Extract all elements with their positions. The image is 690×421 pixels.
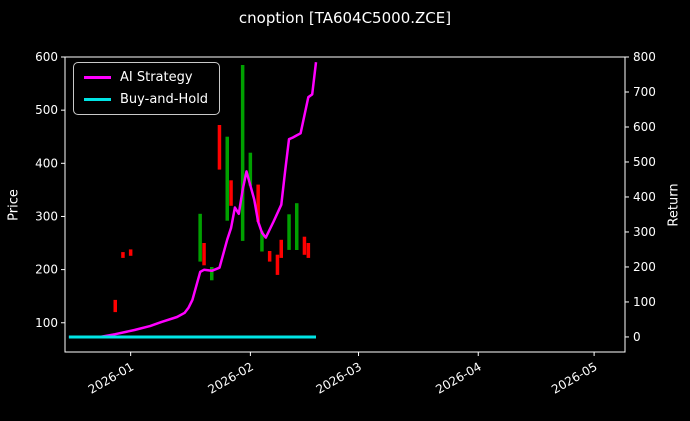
price-bar-up (210, 267, 214, 281)
price-tick-label: 600 (35, 50, 58, 64)
return-tick-label: 200 (633, 260, 656, 274)
chart-title: cnoption [TA604C5000.ZCE] (238, 9, 452, 27)
legend-item-buy-and-hold: Buy-and-Hold (84, 92, 208, 107)
return-tick-label: 0 (633, 330, 641, 344)
price-bar-down (202, 243, 206, 266)
price-bar-down (306, 243, 311, 258)
x-tick-label: 2026-02 (205, 359, 255, 396)
return-tick-label: 100 (633, 295, 656, 309)
price-bar-up (260, 231, 264, 252)
price-bar-up (240, 65, 245, 241)
price-bar-down (256, 184, 260, 222)
legend: AI Strategy Buy-and-Hold (73, 62, 221, 115)
price-tick-label: 500 (35, 103, 58, 117)
price-tick-label: 200 (35, 263, 58, 277)
x-tick-label: 2026-05 (549, 359, 599, 396)
price-bar-down (229, 180, 233, 206)
price-bar-down (302, 236, 307, 255)
plot-border (64, 56, 626, 353)
price-bar-up (198, 213, 202, 262)
buy-and-hold-line-swatch (84, 98, 111, 101)
price-tick-label: 300 (35, 209, 58, 223)
price-bar-down (128, 249, 133, 256)
price-bar-down (275, 254, 280, 275)
ai-strategy-line (68, 62, 318, 339)
return-tick-label: 300 (633, 225, 656, 239)
price-bar-up (287, 214, 291, 250)
price-bar-up (248, 152, 253, 186)
x-tick-label: 2026-01 (86, 359, 136, 396)
legend-label-ai-strategy: AI Strategy (120, 70, 193, 85)
price-bar-down (121, 252, 125, 258)
price-bar-down (217, 125, 222, 170)
x-tick-label: 2026-03 (314, 359, 364, 396)
return-tick-label: 700 (633, 85, 656, 99)
return-tick-label: 800 (633, 50, 656, 64)
price-bar-down (279, 239, 283, 258)
ai-strategy-line-swatch (84, 76, 111, 79)
price-bar-down (113, 299, 117, 313)
price-tick-label: 400 (35, 156, 58, 170)
x-tick-label: 2026-04 (433, 359, 483, 396)
price-bar-up (225, 136, 229, 221)
price-bar-down (267, 251, 272, 262)
return-tick-label: 600 (633, 120, 656, 134)
return-tick-label: 500 (633, 155, 656, 169)
legend-item-ai-strategy: AI Strategy (84, 70, 208, 85)
price-tick-label: 100 (35, 316, 58, 330)
price-bar-up (295, 203, 299, 250)
return-tick-label: 400 (633, 190, 656, 204)
legend-label-buy-and-hold: Buy-and-Hold (120, 92, 209, 107)
